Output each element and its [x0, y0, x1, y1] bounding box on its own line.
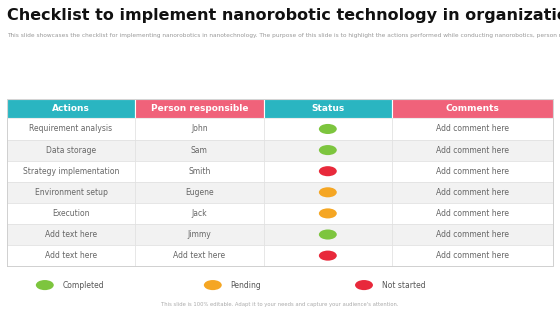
FancyBboxPatch shape	[135, 161, 264, 182]
Circle shape	[36, 280, 54, 290]
FancyBboxPatch shape	[264, 161, 392, 182]
FancyBboxPatch shape	[264, 245, 392, 266]
Text: Jack: Jack	[192, 209, 207, 218]
Text: Add comment here: Add comment here	[436, 209, 509, 218]
Circle shape	[319, 166, 337, 176]
Text: Person responsible: Person responsible	[151, 104, 248, 113]
FancyBboxPatch shape	[264, 182, 392, 203]
Text: Checklist to implement nanorobotic technology in organization: Checklist to implement nanorobotic techn…	[7, 8, 560, 23]
FancyBboxPatch shape	[135, 245, 264, 266]
FancyBboxPatch shape	[135, 140, 264, 161]
Text: Add comment here: Add comment here	[436, 230, 509, 239]
FancyBboxPatch shape	[264, 118, 392, 140]
Text: Requirement analysis: Requirement analysis	[29, 124, 113, 134]
FancyBboxPatch shape	[264, 140, 392, 161]
FancyBboxPatch shape	[392, 203, 553, 224]
FancyBboxPatch shape	[135, 224, 264, 245]
Circle shape	[319, 187, 337, 197]
Text: Smith: Smith	[188, 167, 211, 176]
FancyBboxPatch shape	[7, 224, 135, 245]
Text: Sam: Sam	[191, 146, 208, 155]
Circle shape	[355, 280, 373, 290]
FancyBboxPatch shape	[135, 182, 264, 203]
FancyBboxPatch shape	[264, 224, 392, 245]
Text: Add comment here: Add comment here	[436, 188, 509, 197]
Text: Data storage: Data storage	[46, 146, 96, 155]
Text: John: John	[191, 124, 208, 134]
FancyBboxPatch shape	[264, 99, 392, 118]
Text: Add comment here: Add comment here	[436, 146, 509, 155]
FancyBboxPatch shape	[392, 140, 553, 161]
Text: Jimmy: Jimmy	[188, 230, 211, 239]
FancyBboxPatch shape	[392, 224, 553, 245]
Text: Environment setup: Environment setup	[35, 188, 108, 197]
Circle shape	[319, 229, 337, 239]
FancyBboxPatch shape	[392, 161, 553, 182]
Text: This slide showcases the checklist for implementing nanorobotics in nanotechnolo: This slide showcases the checklist for i…	[7, 33, 560, 38]
Text: Add text here: Add text here	[173, 251, 226, 260]
FancyBboxPatch shape	[135, 203, 264, 224]
Text: Eugene: Eugene	[185, 188, 214, 197]
FancyBboxPatch shape	[135, 99, 264, 118]
Text: Comments: Comments	[446, 104, 500, 113]
FancyBboxPatch shape	[7, 182, 135, 203]
Text: Add comment here: Add comment here	[436, 251, 509, 260]
FancyBboxPatch shape	[7, 245, 135, 266]
Text: Actions: Actions	[52, 104, 90, 113]
Text: Add comment here: Add comment here	[436, 167, 509, 176]
Text: Execution: Execution	[52, 209, 90, 218]
Text: Completed: Completed	[63, 281, 104, 289]
FancyBboxPatch shape	[7, 140, 135, 161]
FancyBboxPatch shape	[392, 182, 553, 203]
Text: Strategy implementation: Strategy implementation	[23, 167, 119, 176]
Circle shape	[319, 208, 337, 218]
FancyBboxPatch shape	[392, 118, 553, 140]
Text: Pending: Pending	[231, 281, 262, 289]
Circle shape	[319, 124, 337, 134]
FancyBboxPatch shape	[7, 161, 135, 182]
Text: Add text here: Add text here	[45, 230, 97, 239]
FancyBboxPatch shape	[135, 118, 264, 140]
Circle shape	[204, 280, 222, 290]
Text: Status: Status	[311, 104, 344, 113]
Text: This slide is 100% editable. Adapt it to your needs and capture your audience's : This slide is 100% editable. Adapt it to…	[161, 302, 399, 307]
Circle shape	[319, 250, 337, 261]
FancyBboxPatch shape	[7, 203, 135, 224]
FancyBboxPatch shape	[7, 99, 135, 118]
Text: Not started: Not started	[382, 281, 426, 289]
FancyBboxPatch shape	[392, 99, 553, 118]
Text: Add comment here: Add comment here	[436, 124, 509, 134]
FancyBboxPatch shape	[264, 203, 392, 224]
Text: Add text here: Add text here	[45, 251, 97, 260]
Circle shape	[319, 145, 337, 155]
FancyBboxPatch shape	[392, 245, 553, 266]
FancyBboxPatch shape	[7, 118, 135, 140]
